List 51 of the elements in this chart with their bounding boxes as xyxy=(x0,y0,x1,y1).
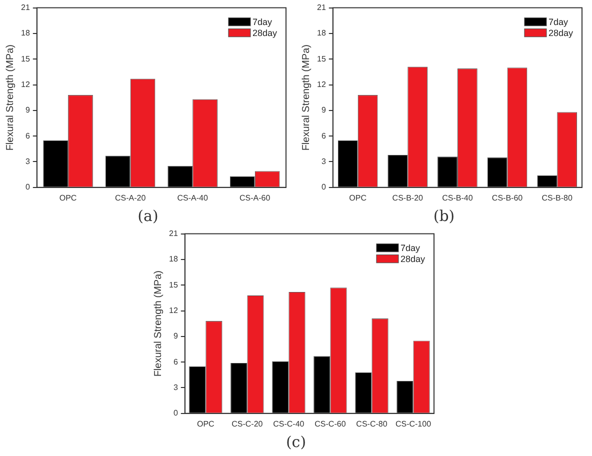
y-tick-label: 21 xyxy=(316,3,326,12)
x-tick-label: OPC xyxy=(349,193,367,202)
x-tick-label: CS-B-40 xyxy=(442,193,474,202)
x-tick-label: OPC xyxy=(196,419,215,428)
y-tick-label: 0 xyxy=(25,182,30,192)
y-tick-label: 3 xyxy=(25,156,30,166)
x-tick-label: OPC xyxy=(59,193,77,202)
y-tick-label: 9 xyxy=(173,332,178,341)
text: (b) xyxy=(432,206,456,226)
y-axis-title: Flexural Strength (MPa) xyxy=(152,270,164,377)
y-axis-title: Flexural Strength (MPa) xyxy=(300,44,312,151)
y-tick-label: 18 xyxy=(316,28,326,38)
y-tick-label: 6 xyxy=(321,131,326,140)
y-tick-label: 15 xyxy=(316,54,326,64)
x-tick-label: CS-B-80 xyxy=(542,193,573,202)
y-tick-label: 12 xyxy=(168,306,178,315)
x-tick-label: CS-B-60 xyxy=(492,193,524,202)
y-tick-label: 15 xyxy=(168,280,178,290)
x-tick-label: CS-C-100 xyxy=(395,419,432,428)
x-tick-label: CS-C-80 xyxy=(356,419,388,428)
x-tick-label: CS-C-60 xyxy=(314,419,346,428)
y-tick-label: 3 xyxy=(321,156,326,166)
y-tick-label: 15 xyxy=(20,54,30,64)
y-tick-label: 12 xyxy=(20,80,30,89)
legend-label: 7day xyxy=(400,242,420,253)
y-tick-label: 18 xyxy=(168,254,178,264)
y-tick-label: 12 xyxy=(316,80,326,89)
x-tick-label: CS-A-20 xyxy=(114,193,146,202)
y-tick-label: 18 xyxy=(20,28,30,38)
y-tick-label: 9 xyxy=(25,106,30,115)
x-tick-label: CS-C-20 xyxy=(232,419,264,428)
x-tick-label: CS-B-20 xyxy=(392,193,424,202)
x-tick-label: CS-A-60 xyxy=(240,193,271,202)
x-tick-label: CS-C-40 xyxy=(273,419,305,428)
legend-label: 7day xyxy=(548,16,568,27)
legend-label: 7day xyxy=(252,16,272,27)
y-tick-label: 6 xyxy=(25,131,30,140)
legend-label: 28day xyxy=(548,28,574,38)
y-tick-label: 0 xyxy=(321,182,326,192)
text: (a) xyxy=(136,206,160,226)
y-tick-label: 3 xyxy=(173,382,178,392)
legend-label: 28day xyxy=(400,254,426,264)
text: (c) xyxy=(284,432,308,452)
legend-label: 28day xyxy=(252,28,278,38)
y-axis-title: Flexural Strength (MPa) xyxy=(4,44,16,151)
y-tick-label: 21 xyxy=(168,229,178,238)
x-tick-label: CS-A-40 xyxy=(177,193,208,202)
y-tick-label: 6 xyxy=(173,357,178,366)
y-tick-label: 9 xyxy=(321,106,326,115)
y-tick-label: 21 xyxy=(20,3,30,12)
y-tick-label: 0 xyxy=(173,408,178,418)
